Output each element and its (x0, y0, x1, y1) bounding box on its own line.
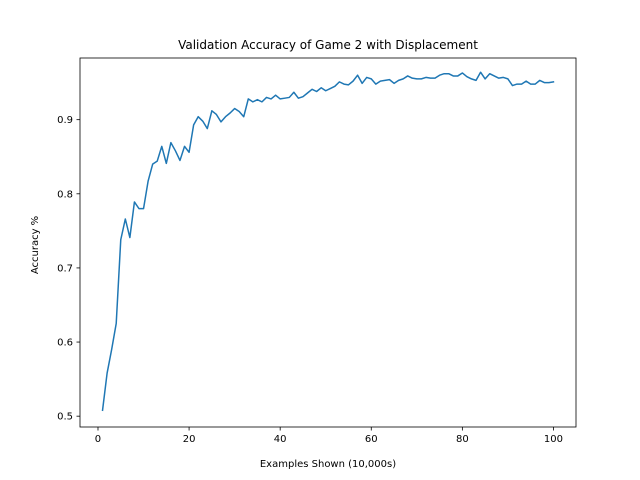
y-tick-label: 0.5 (57, 412, 73, 423)
x-tick-label: 60 (365, 434, 378, 445)
x-tick-label: 0 (95, 434, 101, 445)
series-line (101, 71, 555, 412)
x-tick-label: 100 (544, 434, 563, 445)
y-tick-label: 0.9 (57, 115, 73, 126)
plot-area (79, 57, 577, 428)
y-tick-label: 0.7 (57, 263, 73, 274)
y-tick-label: 0.8 (57, 189, 73, 200)
x-tick-label: 40 (274, 434, 287, 445)
y-axis-ticks: 0.5 0.6 0.7 0.8 0.9 (57, 115, 80, 423)
series-layer (101, 71, 555, 412)
y-axis-label: Accuracy % (30, 216, 41, 274)
x-tick-label: 80 (456, 434, 469, 445)
chart-title: Validation Accuracy of Game 2 with Displ… (178, 38, 478, 52)
x-axis-label: Examples Shown (10,000s) (260, 459, 396, 470)
x-tick-label: 20 (183, 434, 196, 445)
x-axis-ticks: 0 20 40 60 80 100 (95, 427, 563, 445)
y-tick-label: 0.6 (57, 338, 73, 349)
plot-frame (79, 57, 577, 428)
